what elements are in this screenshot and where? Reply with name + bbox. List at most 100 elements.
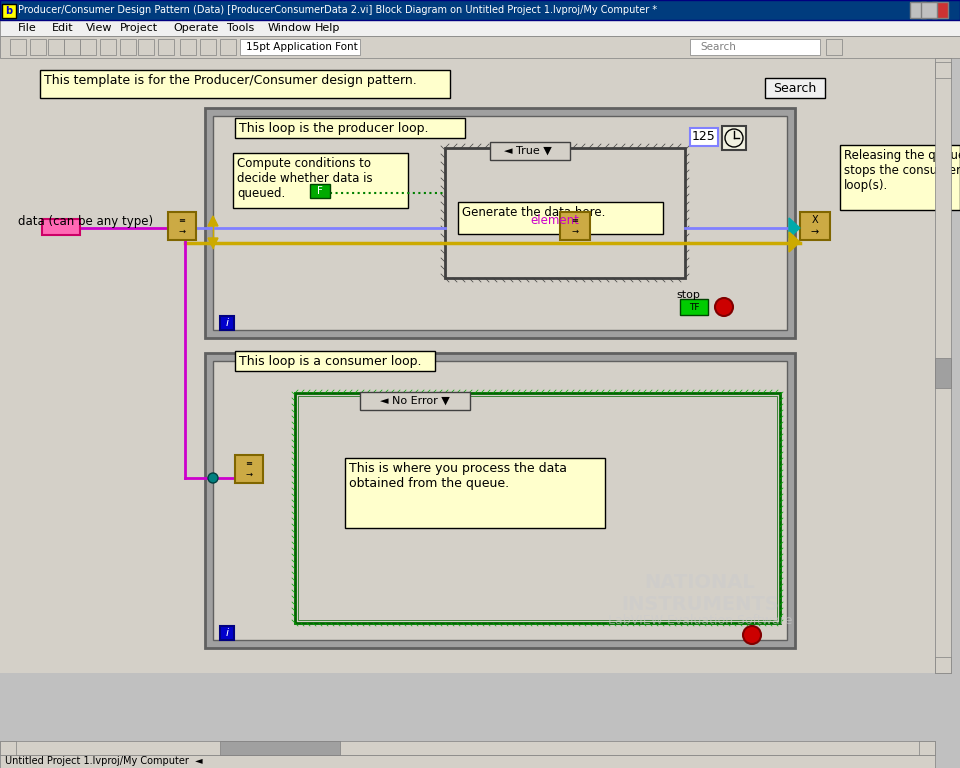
Text: i: i — [226, 318, 228, 328]
Bar — [680, 299, 708, 315]
Bar — [445, 148, 685, 278]
Polygon shape — [208, 238, 218, 248]
Bar — [310, 184, 330, 198]
Circle shape — [715, 298, 733, 316]
Bar — [360, 392, 470, 410]
Circle shape — [725, 129, 743, 147]
Text: Window: Window — [268, 23, 311, 33]
Bar — [213, 116, 787, 330]
Bar — [205, 353, 795, 648]
Bar — [64, 39, 80, 55]
Text: File: File — [18, 23, 36, 33]
Text: 125: 125 — [692, 131, 716, 144]
Text: Untitled Project 1.lvproj/My Computer  ◄: Untitled Project 1.lvproj/My Computer ◄ — [5, 756, 203, 766]
Text: 15pt Application Font: 15pt Application Font — [246, 42, 358, 52]
Bar — [220, 316, 234, 330]
Text: This is where you process the data
obtained from the queue.: This is where you process the data obtai… — [349, 462, 567, 490]
Bar — [932, 2, 948, 18]
Text: ◄ No Error ▼: ◄ No Error ▼ — [380, 396, 450, 406]
Text: Search: Search — [774, 81, 817, 94]
Polygon shape — [789, 218, 800, 238]
Bar — [0, 58, 935, 673]
Bar — [826, 39, 842, 55]
Text: NATIONAL
INSTRUMENTS: NATIONAL INSTRUMENTS — [621, 572, 779, 614]
Text: stop: stop — [676, 290, 700, 300]
Text: Operate: Operate — [174, 23, 219, 33]
Bar — [690, 39, 820, 55]
Bar — [458, 202, 663, 234]
Bar — [490, 142, 570, 160]
Bar — [235, 455, 263, 483]
Text: element: element — [530, 214, 579, 227]
Bar — [100, 39, 116, 55]
Text: X
→: X → — [811, 215, 819, 237]
Bar — [213, 361, 787, 640]
Bar — [235, 118, 465, 138]
Bar — [0, 741, 16, 755]
Bar — [295, 393, 780, 623]
Text: Help: Help — [315, 23, 340, 33]
Text: LabVIEW Evaluation Software: LabVIEW Evaluation Software — [608, 614, 792, 627]
Bar — [138, 39, 154, 55]
Bar — [0, 741, 935, 755]
Text: ≡
→: ≡ → — [179, 217, 185, 236]
Bar — [910, 2, 926, 18]
Polygon shape — [789, 232, 800, 252]
Bar — [220, 741, 340, 755]
Bar — [235, 351, 435, 371]
Bar — [233, 153, 408, 208]
Bar — [298, 396, 777, 620]
Bar — [0, 755, 935, 768]
Text: Search: Search — [700, 42, 736, 52]
Bar — [935, 62, 951, 78]
Bar — [205, 108, 795, 338]
Bar — [180, 39, 196, 55]
Bar — [80, 39, 96, 55]
Bar — [935, 358, 951, 388]
Text: ≡
→: ≡ → — [571, 217, 579, 236]
Bar — [919, 741, 935, 755]
Bar — [345, 458, 605, 528]
Bar — [690, 128, 718, 146]
Circle shape — [743, 626, 761, 644]
Bar — [10, 39, 26, 55]
Circle shape — [208, 473, 218, 483]
Bar — [921, 2, 937, 18]
Text: ≡
→: ≡ → — [246, 459, 252, 478]
Text: Edit: Edit — [52, 23, 74, 33]
Bar — [0, 0, 960, 20]
Bar — [240, 39, 360, 55]
Bar — [560, 212, 590, 240]
Bar — [220, 626, 234, 640]
Text: Producer/Consumer Design Pattern (Data) [ProducerConsumerData 2.vi] Block Diagra: Producer/Consumer Design Pattern (Data) … — [18, 5, 658, 15]
Text: This template is for the Producer/Consumer design pattern.: This template is for the Producer/Consum… — [44, 74, 417, 87]
Text: This loop is the producer loop.: This loop is the producer loop. — [239, 122, 428, 135]
Bar — [120, 39, 136, 55]
Bar — [42, 219, 80, 235]
Bar — [0, 36, 960, 58]
Bar — [30, 39, 46, 55]
Text: Generate the data here.: Generate the data here. — [462, 206, 606, 219]
Text: View: View — [86, 23, 112, 33]
Text: TF: TF — [688, 303, 699, 312]
Text: Releasing the queue
stops the consumer
loop(s).: Releasing the queue stops the consumer l… — [844, 149, 960, 192]
Bar — [935, 657, 951, 673]
Bar — [168, 212, 196, 240]
Bar — [935, 58, 951, 673]
Bar — [200, 39, 216, 55]
Bar — [40, 70, 450, 98]
Text: Compute conditions to
decide whether data is
queued.: Compute conditions to decide whether dat… — [237, 157, 372, 200]
Text: i: i — [226, 628, 228, 638]
Bar — [220, 39, 236, 55]
Polygon shape — [208, 216, 218, 226]
Text: Project: Project — [120, 23, 158, 33]
Bar — [722, 126, 746, 150]
Bar — [2, 4, 16, 18]
Bar — [0, 20, 960, 36]
Text: F: F — [317, 186, 323, 196]
Bar — [765, 78, 825, 98]
Text: data (can be any type): data (can be any type) — [18, 214, 154, 227]
Text: This loop is a consumer loop.: This loop is a consumer loop. — [239, 355, 421, 368]
Bar — [158, 39, 174, 55]
Text: Tools: Tools — [227, 23, 254, 33]
